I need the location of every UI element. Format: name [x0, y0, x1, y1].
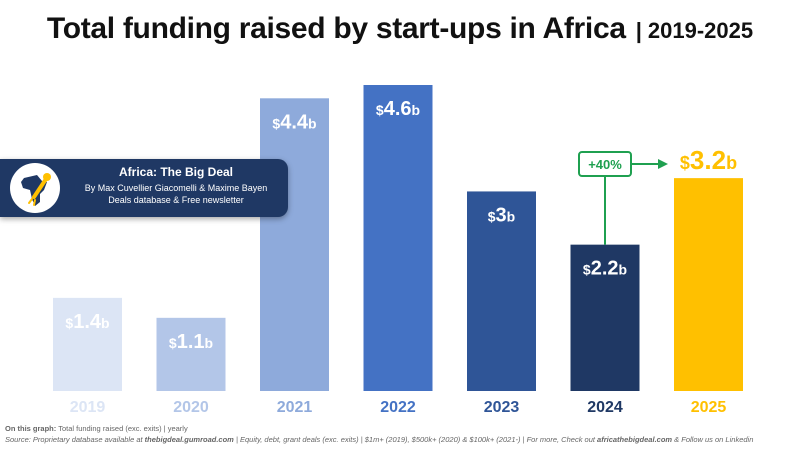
title-main: Total funding raised by start-ups in Afr… — [46, 12, 626, 45]
value-label-2025: $3.2b — [680, 145, 737, 175]
value-label-prefix: $ — [65, 315, 73, 331]
value-label-2019: $1.4b — [65, 311, 109, 333]
value-label-number: 4.6 — [384, 98, 412, 120]
x-tick-2023: 2023 — [484, 399, 520, 416]
x-tick-2020: 2020 — [173, 399, 209, 416]
badge-tagline: Deals database & Free newsletter — [108, 195, 244, 205]
value-label-2021: $4.4b — [272, 111, 316, 133]
footer-website-link[interactable]: africathebigdeal.com — [597, 435, 673, 444]
value-label-suffix: b — [726, 153, 737, 173]
value-label-prefix: $ — [488, 208, 496, 224]
badge-name: Africa: The Big Deal — [118, 165, 234, 179]
title-separator: | — [635, 18, 642, 43]
value-label-2023: $3b — [488, 204, 515, 226]
bar-2022 — [363, 85, 433, 391]
bar-2020 — [156, 317, 226, 391]
bar-2023 — [467, 191, 536, 391]
africa-rocket-logo — [10, 163, 60, 213]
footer-line-1: On this graph: Total funding raised (exc… — [5, 423, 797, 434]
value-label-prefix: $ — [680, 153, 690, 173]
growth-label: +40% — [588, 157, 622, 172]
value-label-suffix: b — [205, 335, 214, 351]
chart-title: Total funding raised by start-ups in Afr… — [0, 12, 800, 46]
value-label-prefix: $ — [376, 102, 384, 118]
value-label-suffix: b — [101, 315, 110, 331]
value-label-number: 3.2 — [690, 145, 726, 175]
value-label-suffix: b — [507, 208, 516, 224]
x-tick-2022: 2022 — [380, 399, 416, 416]
bar-2021 — [260, 98, 329, 391]
footer-criteria-text: | Equity, debt, grant deals (exc. exits)… — [233, 435, 598, 444]
value-label-prefix: $ — [583, 262, 591, 278]
bar-2024 — [570, 244, 640, 391]
footer-source-text: Source: Proprietary database available a… — [5, 435, 145, 444]
value-label-suffix: b — [619, 262, 628, 278]
footer-notes: On this graph: Total funding raised (exc… — [5, 423, 797, 445]
value-label-number: 3 — [496, 204, 507, 226]
footer-gumroad-link[interactable]: thebigdeal.gumroad.com — [144, 435, 234, 444]
footer-follow-text: & Follow us on Linkedin — [672, 435, 754, 444]
value-label-suffix: b — [308, 115, 317, 131]
value-label-number: 1.1 — [177, 331, 205, 353]
value-label-number: 2.2 — [591, 258, 619, 280]
bar-chart: $1.4b2019$1.1b2020$4.4b2021$4.6b2022$3b2… — [53, 85, 743, 416]
footer-label: On this graph: — [5, 424, 57, 433]
value-label-prefix: $ — [169, 335, 177, 351]
footer-description: Total funding raised (exc. exits) | year… — [56, 424, 188, 433]
bar-2025 — [674, 178, 743, 391]
source-badge: Africa: The Big Deal By Max Cuvellier Gi… — [0, 159, 288, 217]
x-tick-2019: 2019 — [70, 399, 106, 416]
value-label-number: 4.4 — [280, 111, 309, 133]
value-label-prefix: $ — [272, 115, 280, 131]
bar-2019 — [53, 297, 122, 391]
value-label-number: 1.4 — [73, 311, 102, 333]
value-label-2024: $2.2b — [583, 258, 627, 280]
title-period: 2019-2025 — [647, 18, 754, 43]
growth-badge — [578, 151, 632, 177]
value-label-2022: $4.6b — [376, 98, 420, 120]
x-tick-2025: 2025 — [691, 399, 727, 416]
x-tick-2024: 2024 — [587, 399, 623, 416]
footer-line-2: Source: Proprietary database available a… — [5, 434, 797, 445]
x-tick-2021: 2021 — [277, 399, 313, 416]
growth-annotation: +40% — [578, 151, 668, 245]
badge-authors: By Max Cuvellier Giacomelli & Maxime Bay… — [84, 183, 268, 193]
value-label-2020: $1.1b — [169, 331, 213, 353]
value-label-suffix: b — [412, 102, 421, 118]
